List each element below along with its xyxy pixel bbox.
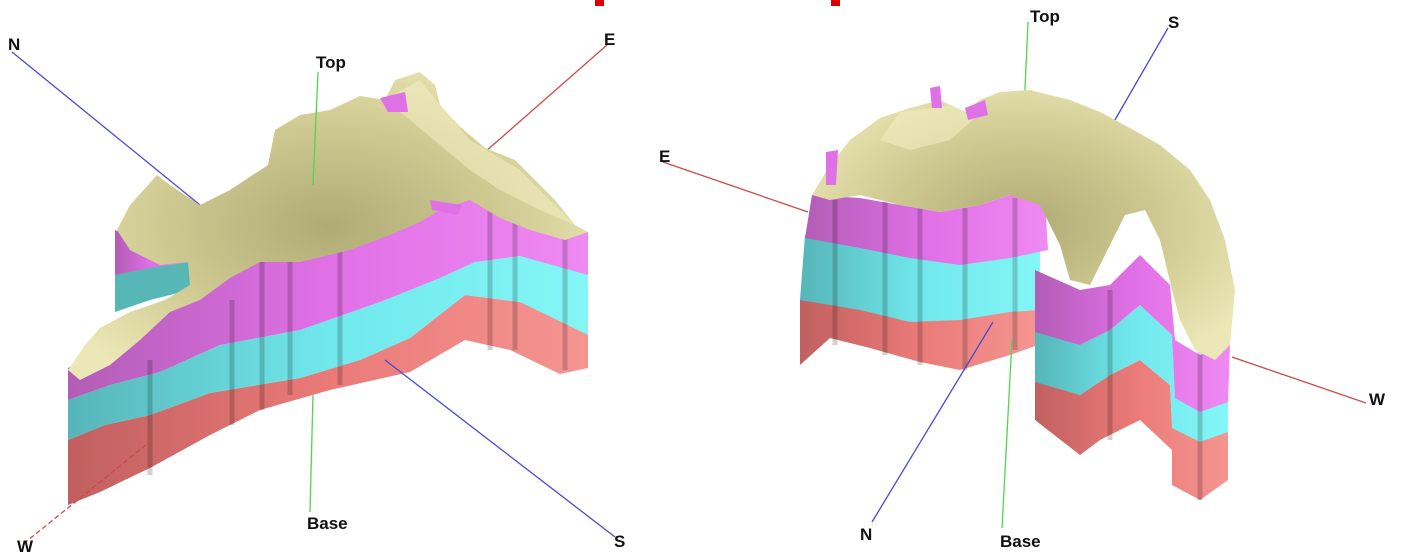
left-axis-north [11,51,201,206]
right-side-layer-1 [1035,255,1230,412]
right-front-layer-3 [800,300,1038,370]
left-label-west: W [17,537,34,555]
right-side-layer-3 [1035,360,1228,500]
left-layer-1-front [68,195,588,400]
right-label-base: Base [1000,532,1041,551]
left-layer-2 [68,256,588,440]
right-facet-stripes [832,198,1203,500]
right-front-layer-1 [805,195,1048,265]
left-top-inlier-2 [430,200,462,215]
right-view: Top S E W N Base [659,7,1386,551]
right-label-north: N [860,525,872,544]
left-label-base: Base [307,514,348,533]
right-axis-base [1001,339,1013,529]
left-axis-east [484,44,608,153]
left-top-inlier [380,92,408,112]
right-top-inlier-2 [965,100,988,120]
right-label-east: E [659,147,670,166]
right-axis-west [1231,356,1367,404]
right-axis-north [871,321,994,523]
title-mark-left [595,0,604,6]
title-mark-right [831,0,840,6]
left-block [68,72,588,505]
right-label-south: S [1168,13,1179,32]
right-front-layer-2 [800,235,1040,322]
left-facet-stripes [147,198,568,475]
right-top-inlier [930,86,942,108]
right-label-west: W [1369,390,1386,409]
right-side-layer-2 [1035,305,1228,442]
right-label-top: Top [1030,7,1060,26]
left-label-south: S [614,532,625,551]
left-axis-base [309,394,314,513]
left-arm-side [115,262,190,312]
right-top-surface [812,90,1235,360]
left-axis-west [21,439,153,546]
left-label-top: Top [316,53,346,72]
right-axis-east [662,161,809,213]
left-label-north: N [8,35,20,54]
left-axis-top [312,71,319,186]
right-block [800,86,1235,500]
left-layer-3 [68,295,588,505]
left-label-east: E [604,30,615,49]
right-top-inlier-3 [826,150,838,185]
left-view: N E Top Base S W [8,30,625,555]
left-top-highlight [385,80,575,225]
right-top-highlight [880,105,975,150]
left-axis-south [384,359,616,538]
right-axis-south [1111,27,1169,126]
